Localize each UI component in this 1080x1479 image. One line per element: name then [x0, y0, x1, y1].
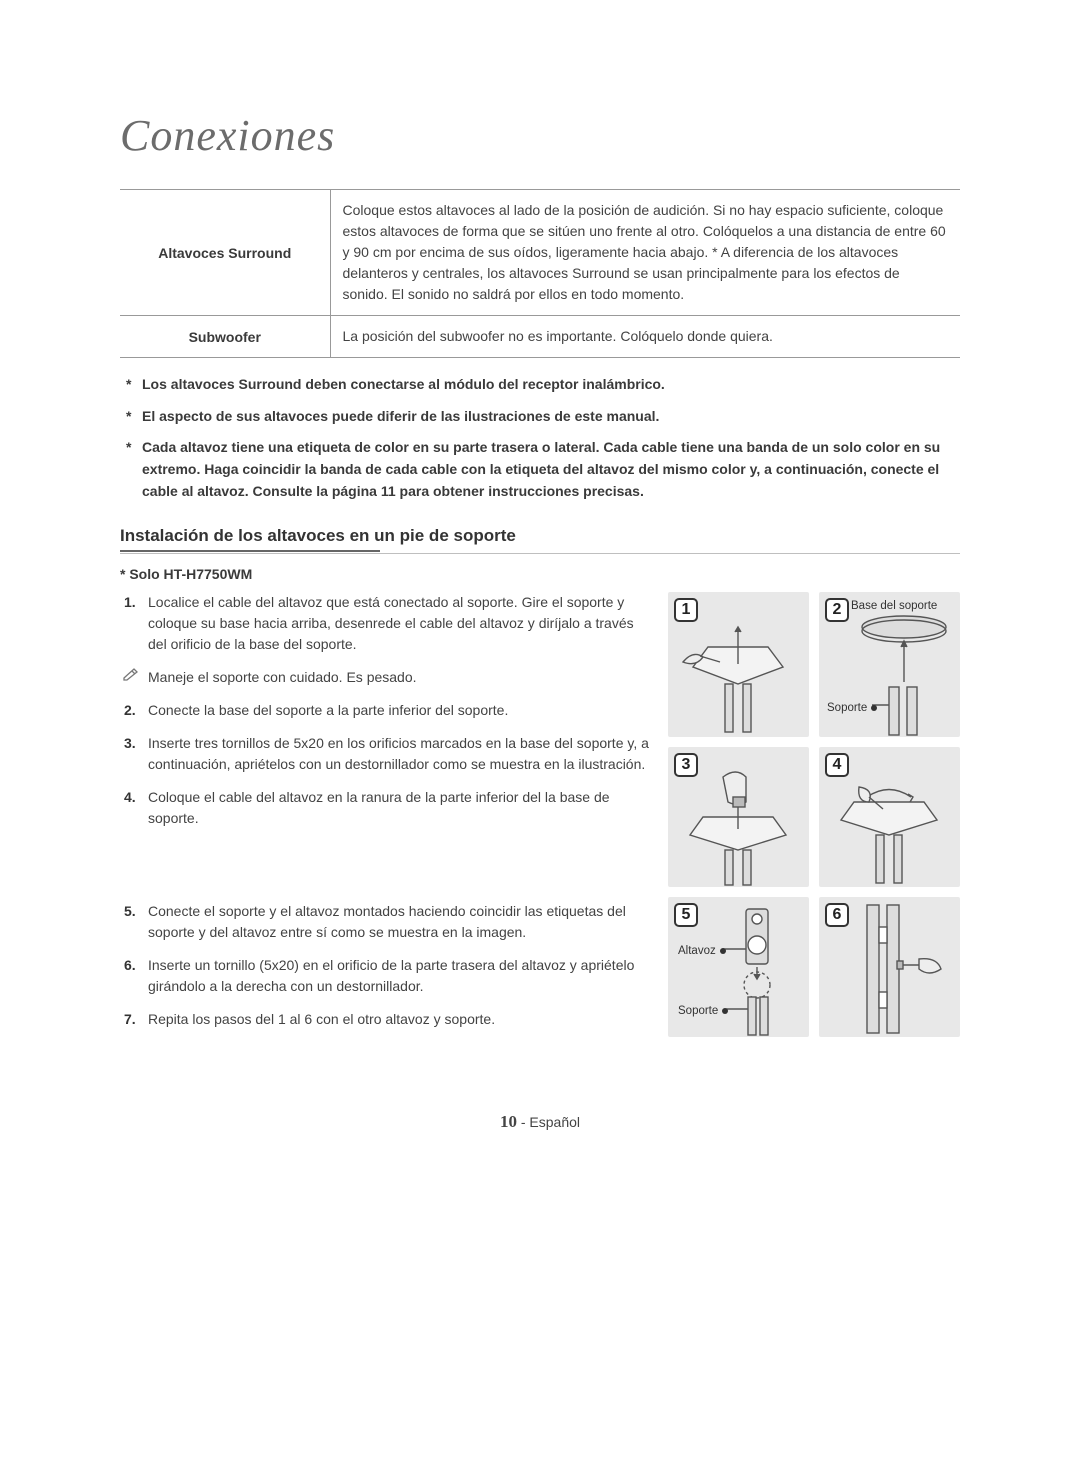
row-desc: La posición del subwoofer no es importan… [330, 316, 960, 358]
tip-note: Maneje el soporte con cuidado. Es pesado… [122, 667, 650, 688]
step-item: Conecte el soporte y el altavoz montados… [120, 901, 650, 943]
speaker-table: Altavoces Surround Coloque estos altavoc… [120, 189, 960, 358]
diagram-column: 1 2 Base del soporte So [668, 592, 960, 1042]
diagram-panel-4: 4 [819, 747, 960, 887]
pencil-icon [122, 667, 140, 681]
section-underline [120, 550, 960, 554]
step-item: Inserte tres tornillos de 5x20 en los or… [120, 733, 650, 775]
section-heading: Instalación de los altavoces en un pie d… [120, 526, 960, 546]
panel-number: 1 [674, 598, 698, 622]
page-footer: 10 - Español [120, 1112, 960, 1132]
step-item: Conecte la base del soporte a la parte i… [120, 700, 650, 721]
label-base: Base del soporte [851, 600, 937, 612]
panel-number: 2 [825, 598, 849, 622]
panel-number: 6 [825, 903, 849, 927]
footer-lang: Español [529, 1114, 580, 1130]
diagram-panel-5: 5 Altavoz Soporte [668, 897, 809, 1037]
page-title: Conexiones [120, 110, 960, 161]
page-number: 10 [500, 1112, 517, 1131]
step-item: Localice el cable del altavoz que está c… [120, 592, 650, 655]
steps-column: Localice el cable del altavoz que está c… [120, 592, 650, 1042]
note-item: Cada altavoz tiene una etiqueta de color… [120, 437, 960, 502]
panel-number: 3 [674, 753, 698, 777]
note-item: El aspecto de sus altavoces puede diferi… [120, 406, 960, 428]
label-altavoz: Altavoz [678, 945, 730, 957]
diagram-panel-6: 6 [819, 897, 960, 1037]
row-label: Subwoofer [120, 316, 330, 358]
row-label: Altavoces Surround [120, 190, 330, 316]
step-item: Inserte un tornillo (5x20) en el orifici… [120, 955, 650, 997]
tip-text: Maneje el soporte con cuidado. Es pesado… [148, 667, 417, 688]
step-item: Coloque el cable del altavoz en la ranur… [120, 787, 650, 829]
diagram-panel-2: 2 Base del soporte Soporte [819, 592, 960, 737]
row-desc: Coloque estos altavoces al lado de la po… [330, 190, 960, 316]
panel-number: 4 [825, 753, 849, 777]
table-row: Subwoofer La posición del subwoofer no e… [120, 316, 960, 358]
diagram-panel-3: 3 [668, 747, 809, 887]
step-item: Repita los pasos del 1 al 6 con el otro … [120, 1009, 650, 1030]
label-soporte: Soporte [678, 1005, 732, 1017]
model-note: * Solo HT-H7750WM [120, 566, 960, 582]
panel-number: 5 [674, 903, 698, 927]
notes-list: Los altavoces Surround deben conectarse … [120, 374, 960, 502]
table-row: Altavoces Surround Coloque estos altavoc… [120, 190, 960, 316]
label-soporte: Soporte [827, 702, 881, 714]
note-item: Los altavoces Surround deben conectarse … [120, 374, 960, 396]
diagram-panel-1: 1 [668, 592, 809, 737]
